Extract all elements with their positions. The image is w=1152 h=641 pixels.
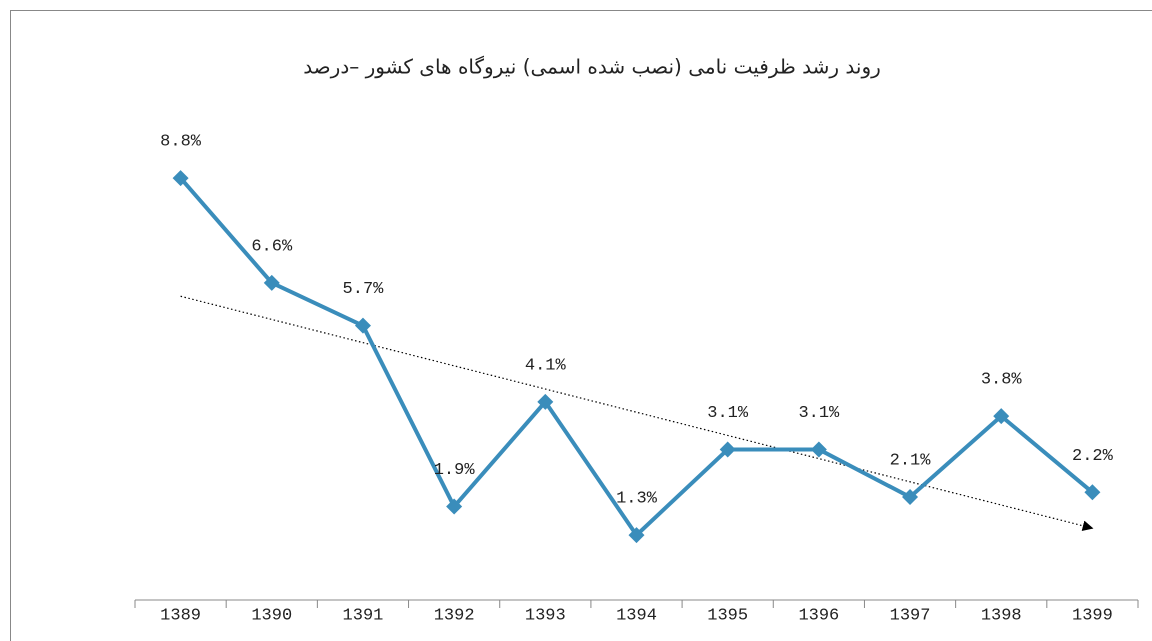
marker: [902, 489, 919, 506]
marker: [810, 441, 827, 458]
marker: [172, 170, 189, 187]
data-label: 6.6%: [251, 237, 293, 256]
x-tick-label: 1393: [525, 606, 566, 625]
x-tick-label: 1394: [616, 606, 657, 625]
marker: [993, 408, 1010, 425]
data-label: 1.9%: [434, 461, 476, 480]
x-tick-label: 1396: [798, 606, 839, 625]
x-tick-label: 1398: [981, 606, 1022, 625]
marker: [719, 441, 736, 458]
x-tick-label: 1395: [707, 606, 748, 625]
data-label: 3.8%: [981, 371, 1023, 390]
x-tick-label: 1389: [160, 606, 201, 625]
data-label: 3.1%: [798, 404, 840, 423]
marker: [628, 527, 645, 544]
x-tick-label: 1390: [251, 606, 292, 625]
chart-title: روند رشد ظرفیت نامی (نصب شده اسمی) نیروگ…: [303, 55, 881, 79]
marker: [537, 393, 554, 410]
marker: [1084, 484, 1101, 501]
marker: [263, 274, 280, 291]
trendline: [180, 295, 1094, 532]
data-line: [179, 176, 1094, 538]
data-label: 2.1%: [890, 452, 932, 471]
x-tick-label: 1391: [343, 606, 384, 625]
frame: [10, 10, 1152, 641]
marker: [354, 317, 371, 334]
data-label: 1.3%: [616, 490, 658, 509]
marker: [446, 498, 463, 515]
data-label: 4.1%: [525, 356, 567, 375]
x-tick-label: 1399: [1072, 606, 1113, 625]
x-tick-label: 1397: [890, 606, 931, 625]
data-label: 5.7%: [343, 280, 385, 299]
x-tick-label: 1392: [434, 606, 475, 625]
data-label: 3.1%: [707, 404, 749, 423]
data-label: 8.8%: [160, 133, 202, 152]
data-label: 2.2%: [1072, 447, 1114, 466]
